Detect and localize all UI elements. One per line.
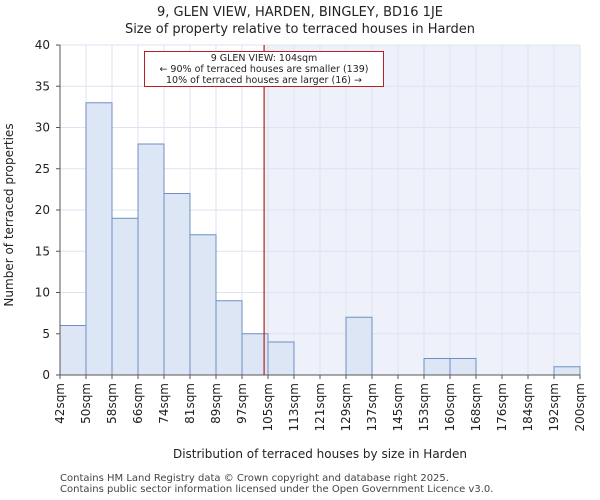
histogram-bar-42sqm [59,325,87,376]
x-tick-label: 81sqm [183,383,197,424]
chart-subtitle: Size of property relative to terraced ho… [124,22,476,37]
x-tick-label: 89sqm [209,383,223,424]
histogram-bar-160sqm [449,358,477,376]
y-tick-label: 25 [35,162,50,176]
histogram-bar-153sqm [423,358,451,376]
footer-licence: Contains public sector information licen… [60,484,494,495]
histogram-bar-192sqm [553,366,581,376]
x-tick-label: 200sqm [573,383,587,431]
x-tick-label: 192sqm [547,383,561,431]
histogram-bar-89sqm [215,300,243,376]
y-axis-label: Number of terraced properties [2,123,16,306]
x-tick-label: 160sqm [443,383,457,431]
x-tick-label: 137sqm [365,383,379,431]
x-axis-label: Distribution of terraced houses by size … [173,447,467,461]
x-tick-label: 176sqm [495,383,509,431]
x-tick-label: 105sqm [261,383,275,431]
x-tick-label: 121sqm [313,383,327,431]
annotation-line-3: 10% of terraced houses are larger (16) → [166,75,362,86]
annotation-line-1: 9 GLEN VIEW: 104sqm [210,53,318,64]
annotation-line-2: ← 90% of terraced houses are smaller (13… [159,64,369,75]
x-tick-label: 129sqm [339,383,353,431]
y-tick-label: 35 [35,79,50,93]
y-tick-label: 5 [42,327,50,341]
x-tick-label: 145sqm [391,383,405,431]
y-tick-label: 30 [35,121,50,135]
x-tick-label: 153sqm [417,383,431,431]
x-tick-label: 97sqm [235,383,249,424]
x-tick-label: 113sqm [287,383,301,431]
histogram-bar-66sqm [137,143,165,376]
x-tick-label: 50sqm [79,383,93,424]
x-tick-label: 74sqm [157,383,171,424]
y-tick-label: 40 [35,38,50,52]
x-tick-label: 42sqm [53,383,67,424]
histogram-bar-50sqm [85,102,113,376]
x-tick-label: 168sqm [469,383,483,431]
histogram-bar-58sqm [111,217,139,376]
y-tick-label: 0 [42,368,50,382]
property-annotation: 9 GLEN VIEW: 104sqm ← 90% of terraced ho… [144,51,384,87]
x-tick-label: 66sqm [131,383,145,424]
y-tick-label: 10 [35,286,50,300]
x-tick-label: 58sqm [105,383,119,424]
histogram-bar-74sqm [163,193,191,376]
histogram-bar-105sqm [267,341,295,376]
y-tick-label: 15 [35,244,50,258]
chart-title: 9, GLEN VIEW, HARDEN, BINGLEY, BD16 1JE [156,5,444,20]
footer-copyright: Contains HM Land Registry data © Crown c… [60,473,449,484]
x-tick-label: 184sqm [521,383,535,431]
histogram-bar-81sqm [189,234,217,376]
histogram-bar-129sqm [345,316,373,376]
y-tick-label: 20 [35,203,50,217]
